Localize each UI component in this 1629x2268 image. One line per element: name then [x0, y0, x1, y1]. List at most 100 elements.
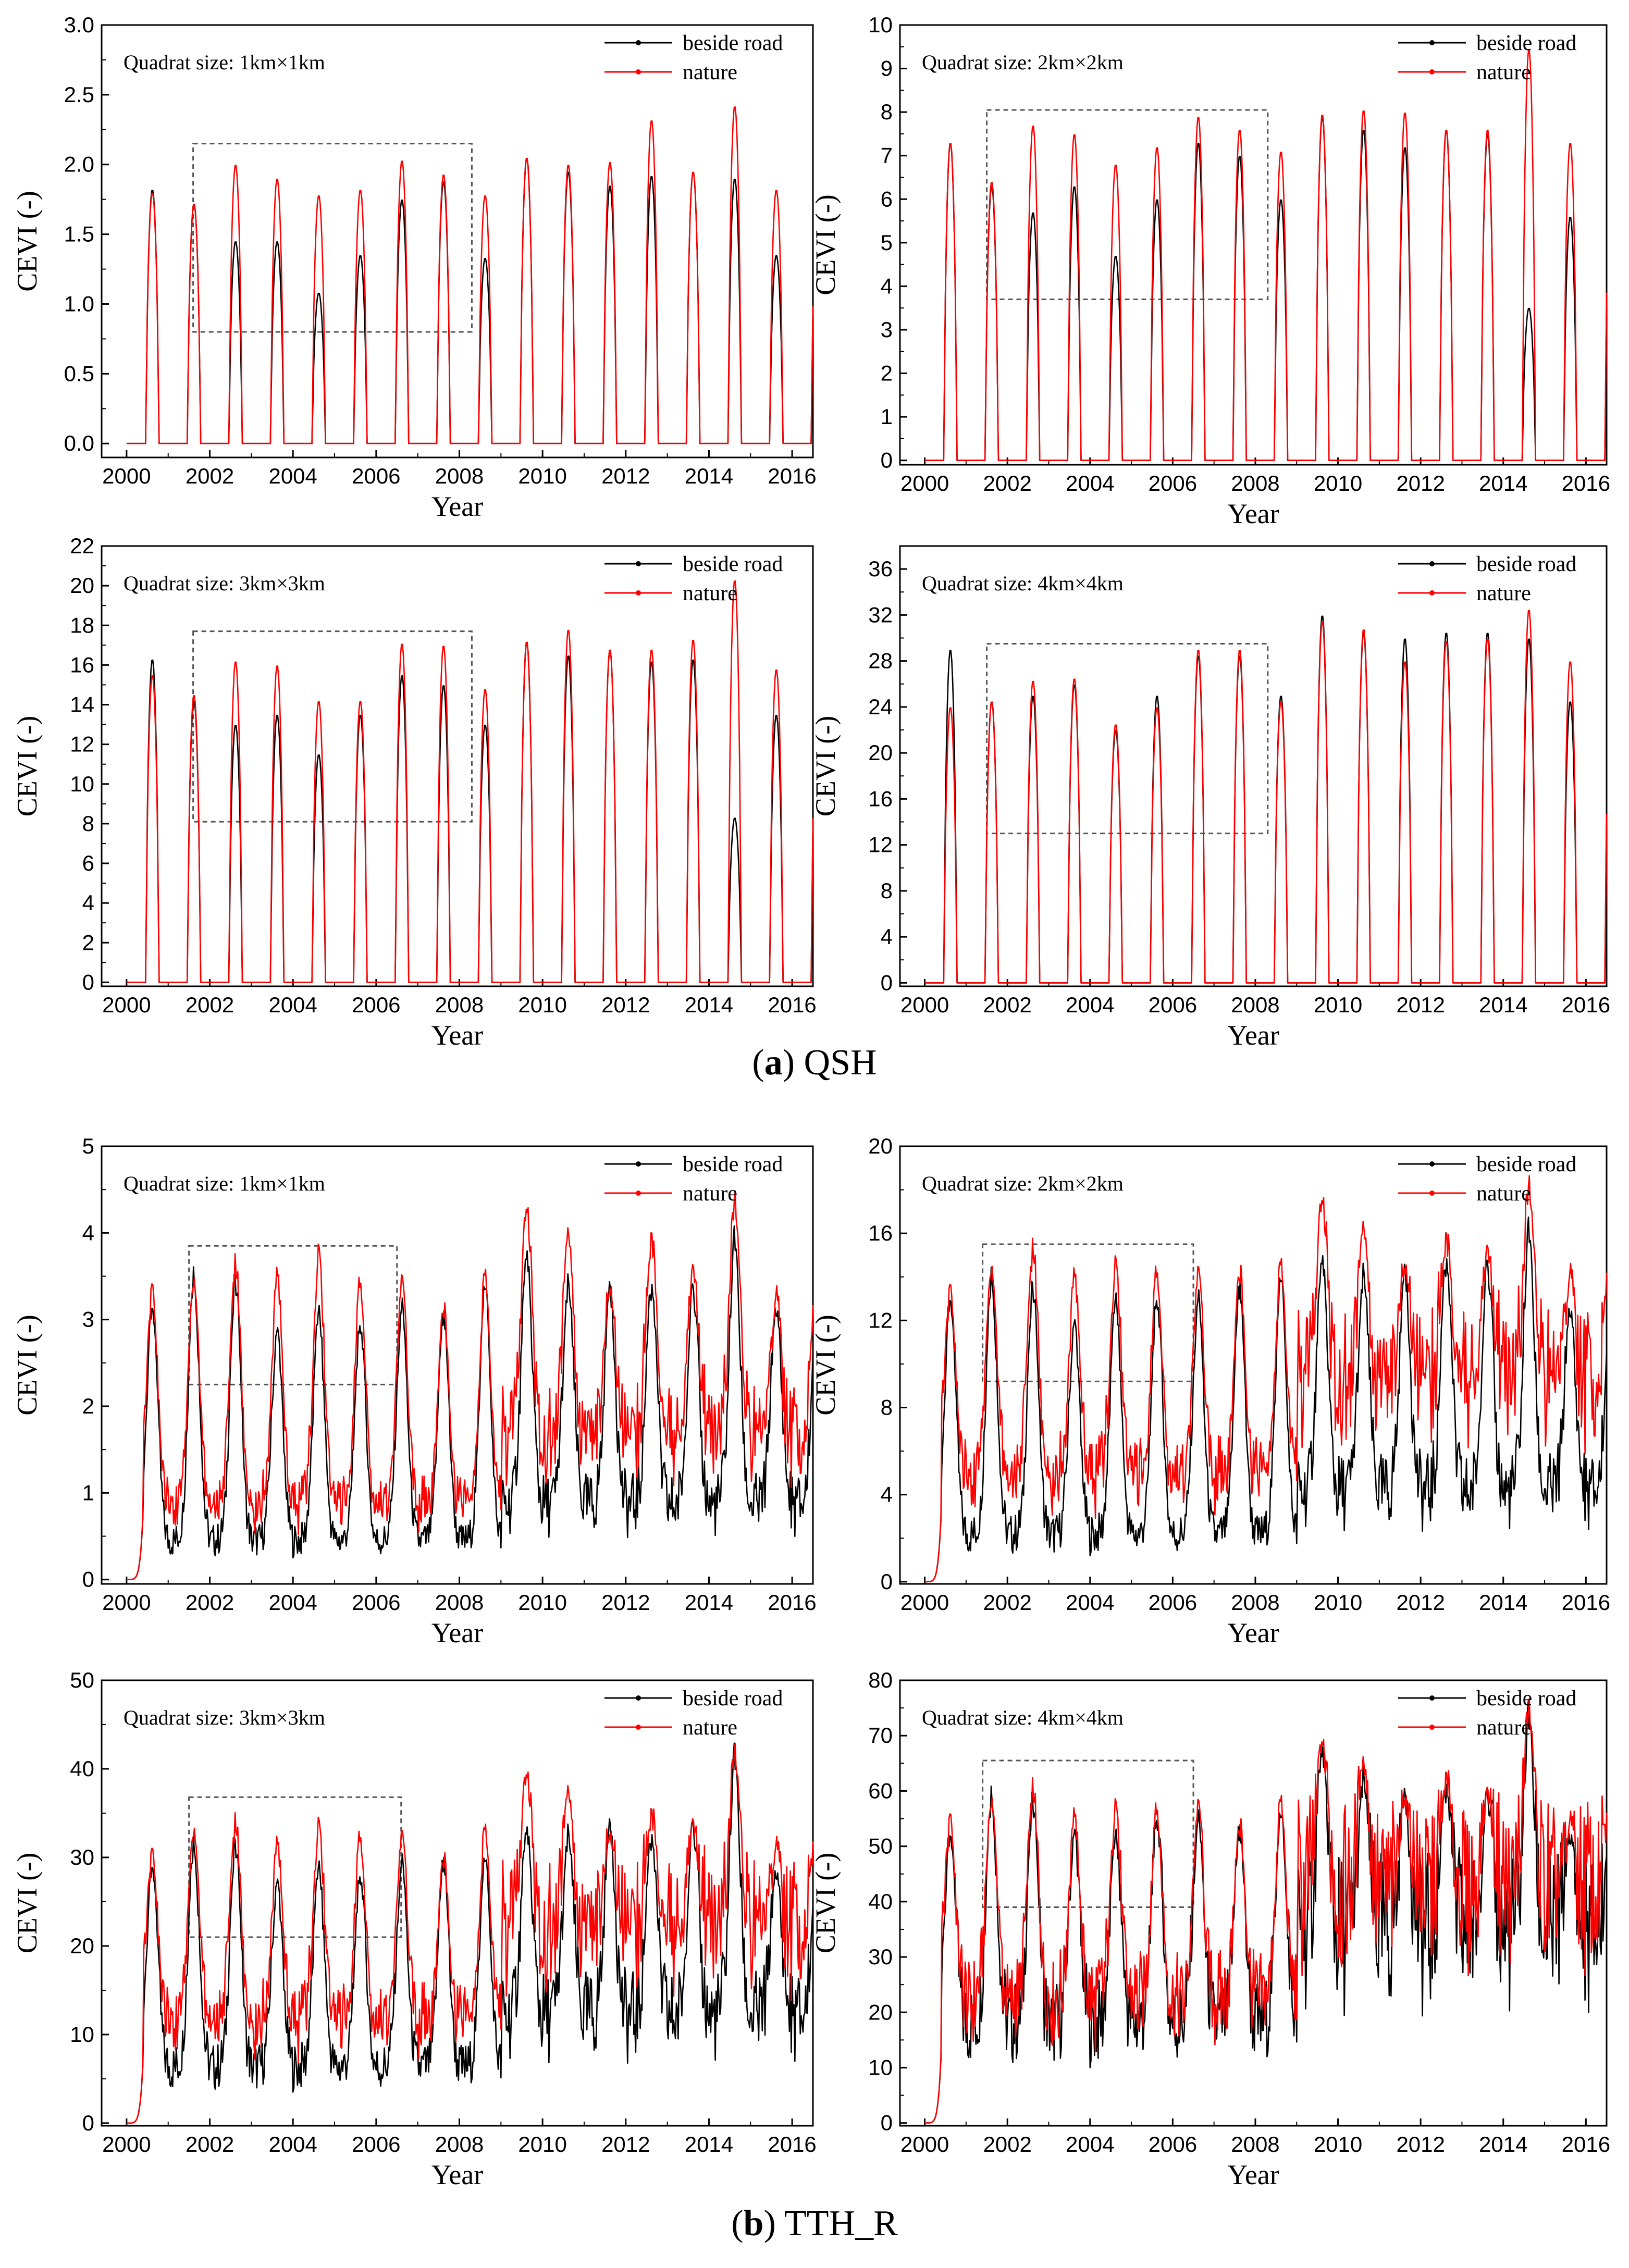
legend-nature-label: nature: [683, 60, 737, 84]
legend: beside road nature: [604, 31, 783, 84]
x-tick-label: 2014: [685, 993, 733, 1017]
y-tick-label: 2: [82, 930, 94, 955]
x-tick-label: 2012: [601, 464, 650, 488]
x-tick-label: 2000: [900, 993, 949, 1017]
zoom-box: [982, 1243, 1194, 1382]
y-tick-label: 50: [70, 1668, 94, 1692]
x-tick-label: 2006: [1149, 471, 1197, 495]
y-tick-label: 4: [82, 890, 94, 915]
quadrat-size-label: Quadrat size: 2km×2km: [922, 51, 1124, 74]
y-tick-label: 32: [868, 602, 893, 627]
x-axis-label: Year: [431, 491, 484, 522]
x-axis-label: Year: [431, 1617, 484, 1649]
y-tick-label: 4: [881, 1482, 893, 1507]
legend-beside-road-marker: [1429, 561, 1435, 566]
y-tick-label: 0: [881, 2111, 893, 2135]
y-tick-label: 6: [881, 187, 893, 211]
y-tick-label: 0.0: [64, 431, 94, 455]
y-tick-label: 40: [70, 1756, 94, 1781]
y-tick-label: 2.0: [64, 152, 94, 177]
x-tick-label: 2016: [1562, 1590, 1610, 1615]
y-tick-label: 0.5: [64, 361, 94, 386]
y-tick-label: 28: [868, 649, 893, 673]
x-tick-label: 2012: [1396, 471, 1445, 495]
x-tick-label: 2002: [983, 2132, 1031, 2157]
legend: beside road nature: [604, 552, 783, 605]
plot-frame: [101, 24, 814, 458]
plot-frame: [899, 545, 1608, 987]
y-tick-label: 50: [868, 1834, 893, 1858]
y-tick-label: 8: [881, 1395, 893, 1419]
x-tick-label: 2012: [601, 1590, 650, 1615]
x-tick-label: 2014: [685, 1590, 733, 1615]
legend-beside-road-label: beside road: [683, 1687, 783, 1711]
x-tick-label: 2002: [186, 2132, 234, 2157]
y-axis-label: CEVI (-): [810, 716, 841, 816]
x-tick-label: 2006: [1149, 2132, 1197, 2157]
y-tick-label: 4: [881, 924, 893, 949]
y-tick-label: 2: [82, 1394, 94, 1418]
x-tick-label: 2004: [1066, 993, 1114, 1017]
y-tick-label: 16: [868, 1221, 893, 1245]
x-tick-label: 2008: [1231, 2132, 1279, 2157]
chart-panel-4: 0 4 8 12 16 20 24 28 32 36 2000 2002 2004 2006 2008 201…: [810, 545, 1610, 1051]
x-tick-label: 2000: [102, 1590, 151, 1615]
y-tick-label: 1: [82, 1480, 94, 1505]
y-tick-label: 0: [82, 970, 94, 994]
y-tick-label: 12: [70, 732, 94, 757]
x-axis-label: Year: [431, 1020, 484, 1051]
caption-a-text: QSH: [804, 1043, 877, 1083]
quadrat-size-label: Quadrat size: 2km×2km: [922, 1172, 1124, 1195]
series-nature-line: [924, 1698, 1608, 2124]
legend-nature-marker: [1429, 69, 1435, 75]
x-tick-label: 2000: [102, 993, 151, 1017]
y-tick-label: 2.5: [64, 82, 94, 107]
legend-beside-road-marker: [1429, 1695, 1435, 1701]
legend-nature-marker: [1429, 1725, 1435, 1730]
y-axis-label: CEVI (-): [11, 1315, 43, 1415]
legend-nature-label: nature: [683, 1716, 737, 1740]
x-tick-label: 2014: [1479, 471, 1527, 495]
y-tick-label: 6: [82, 851, 94, 875]
y-tick-label: 1.0: [64, 291, 94, 316]
x-tick-label: 2006: [1149, 1590, 1197, 1615]
x-axis-label: Year: [1227, 1020, 1279, 1051]
x-tick-label: 2010: [1314, 471, 1362, 495]
x-tick-label: 2012: [1396, 2132, 1445, 2157]
y-tick-label: 10: [868, 13, 893, 37]
x-tick-label: 2010: [518, 464, 566, 488]
series-beside-road-line: [126, 1225, 814, 1580]
x-tick-label: 2008: [435, 2132, 484, 2157]
plot-frame: [101, 1679, 814, 2127]
x-tick-label: 2004: [268, 2132, 317, 2157]
x-tick-label: 2010: [518, 2132, 566, 2157]
legend-beside-road-label: beside road: [1476, 552, 1576, 576]
x-tick-label: 2002: [186, 993, 234, 1017]
legend-beside-road-label: beside road: [1476, 1687, 1576, 1711]
legend-beside-road-marker: [636, 1695, 641, 1701]
y-tick-label: 3: [881, 317, 893, 342]
y-tick-label: 10: [70, 772, 94, 796]
y-axis-label: CEVI (-): [810, 1853, 841, 1953]
x-tick-label: 2006: [352, 993, 400, 1017]
chart-panel-6: 0 4 8 12 16 20 2000 2002 2004 2006 2008 2010 2012 201…: [810, 1134, 1610, 1649]
legend-beside-road-marker: [636, 40, 641, 45]
y-tick-label: 5: [881, 230, 893, 255]
x-tick-label: 2016: [768, 1590, 816, 1615]
caption-b-letter: b: [743, 2203, 764, 2244]
y-tick-label: 16: [70, 652, 94, 677]
chart-panel-8: 0 10 20 30 40 50 60 70 80 2000 2002 2004 2006 2008 201…: [810, 1668, 1610, 2190]
y-tick-label: 60: [868, 1778, 893, 1803]
x-tick-label: 2008: [435, 1590, 484, 1615]
x-tick-label: 2000: [900, 471, 949, 495]
x-tick-label: 2006: [1149, 993, 1197, 1017]
legend-nature-label: nature: [1476, 1716, 1531, 1740]
y-tick-label: 2: [881, 361, 893, 386]
y-tick-label: 20: [868, 2000, 893, 2024]
zoom-box: [982, 1759, 1194, 1908]
y-tick-label: 20: [868, 740, 893, 765]
legend-beside-road-label: beside road: [683, 552, 783, 576]
legend: beside road nature: [1398, 552, 1576, 605]
series-nature-line: [924, 1175, 1608, 1583]
